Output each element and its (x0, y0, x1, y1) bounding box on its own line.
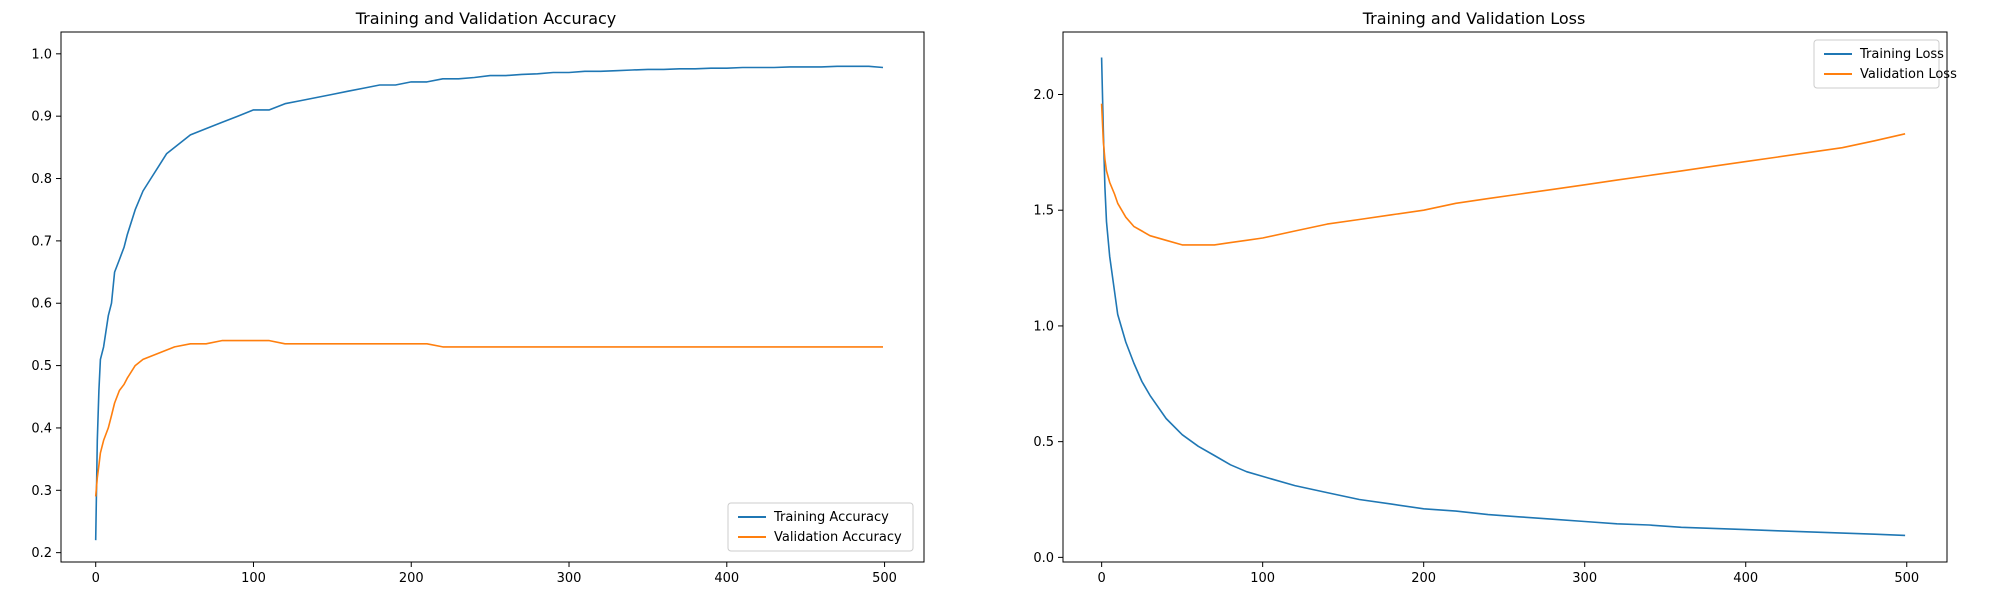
loss-axes-frame (1062, 31, 1948, 563)
accuracy-chart-title: Training and Validation Accuracy (355, 9, 617, 28)
loss-x-tick-label: 100 (1250, 571, 1275, 586)
accuracy-x-tick-label: 100 (241, 571, 266, 586)
accuracy-x-tick-label: 0 (92, 571, 100, 586)
accuracy-axes-frame (60, 31, 925, 563)
loss-x-tick-label: 0 (1098, 571, 1106, 586)
accuracy-y-tick-label: 0.8 (31, 172, 52, 187)
loss-chart-title: Training and Validation Loss (1362, 9, 1586, 28)
loss-x-axis: 0 100 200 300 400 500 (1098, 562, 1919, 586)
loss-legend: Training Loss Validation Loss (1813, 39, 1957, 89)
accuracy-y-tick-label: 0.6 (31, 297, 52, 312)
loss-x-tick-label: 300 (1572, 571, 1597, 586)
accuracy-x-tick-label: 300 (557, 571, 582, 586)
loss-x-tick-label: 200 (1411, 571, 1436, 586)
accuracy-y-tick-label: 1.0 (31, 47, 52, 62)
loss-x-tick-label: 500 (1894, 571, 1919, 586)
loss-legend-box (1813, 39, 1940, 89)
legend-label-training-accuracy: Training Accuracy (773, 510, 889, 525)
accuracy-x-axis: 0 100 200 300 400 500 (92, 562, 897, 586)
series-line-validation-accuracy (94, 339, 883, 497)
loss-y-tick-label: 0.0 (1033, 551, 1054, 566)
loss-y-axis: 0.0 0.5 1.0 1.5 2.0 (1033, 88, 1063, 566)
series-line-training-loss (1100, 57, 1906, 537)
accuracy-y-tick-label: 0.5 (31, 359, 52, 374)
series-line-training-accuracy (94, 65, 884, 541)
accuracy-y-tick-label: 0.4 (31, 421, 52, 436)
accuracy-x-tick-label: 400 (714, 571, 739, 586)
accuracy-y-tick-label: 0.7 (31, 234, 52, 249)
accuracy-plot-area (94, 65, 884, 541)
accuracy-chart: Training and Validation Accuracy 0 100 200… (31, 9, 925, 586)
legend-label-validation-loss: Validation Loss (1860, 67, 1957, 82)
loss-chart: Training and Validation Loss 0 100 200 300 4… (1033, 9, 1957, 586)
accuracy-legend-box (727, 502, 914, 552)
accuracy-y-tick-label: 0.2 (31, 546, 52, 561)
legend-label-validation-accuracy: Validation Accuracy (774, 530, 902, 545)
loss-y-tick-label: 2.0 (1033, 88, 1054, 103)
accuracy-y-axis: 0.2 0.3 0.4 0.5 0.6 0.7 0.8 0.9 1.0 (31, 47, 61, 561)
accuracy-legend: Training Accuracy Validation Accuracy (727, 502, 914, 552)
accuracy-y-tick-label: 0.3 (31, 484, 52, 499)
loss-y-tick-label: 1.5 (1033, 204, 1054, 219)
loss-y-tick-label: 0.5 (1033, 435, 1054, 450)
legend-label-training-loss: Training Loss (1859, 47, 1944, 62)
loss-plot-area (1100, 57, 1906, 537)
accuracy-x-tick-label: 500 (872, 571, 897, 586)
series-line-validation-loss (1100, 103, 1906, 246)
accuracy-x-tick-label: 200 (399, 571, 424, 586)
loss-x-tick-label: 400 (1733, 571, 1758, 586)
accuracy-y-tick-label: 0.9 (31, 110, 52, 125)
loss-y-tick-label: 1.0 (1033, 319, 1054, 334)
